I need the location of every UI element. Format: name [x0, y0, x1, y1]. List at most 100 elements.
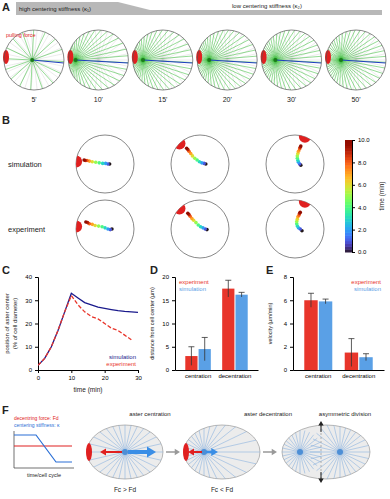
- microtubule: [341, 60, 371, 119]
- time-label: 20': [223, 96, 232, 103]
- microtubule: [275, 60, 341, 65]
- microtubule: [209, 5, 245, 60]
- microtubule: [173, 60, 209, 115]
- microtubule: [76, 60, 81, 126]
- error-bar: [348, 339, 354, 367]
- tick: 2.0: [352, 227, 367, 233]
- axis-line: [39, 371, 139, 374]
- microtubule: [107, 60, 143, 115]
- stage-label: aster centration: [129, 411, 170, 417]
- microtubule: [4, 60, 32, 120]
- microtubule: [94, 60, 143, 104]
- tick-label: decentration: [342, 373, 375, 379]
- microtubule: [76, 60, 106, 119]
- tick-label: 10: [68, 375, 75, 381]
- microtubule: [245, 1, 275, 60]
- aster-ray: [204, 452, 205, 499]
- tick-mark: [138, 370, 139, 373]
- axis-title: time/cell cycle: [27, 472, 61, 478]
- aster-ray: [112, 394, 125, 452]
- stiffness-band: [16, 2, 382, 15]
- tick-label: 6: [284, 298, 288, 304]
- trajectory: [173, 137, 207, 165]
- microtubule: [240, 60, 276, 115]
- axis: 02468: [284, 274, 294, 373]
- microtubule-bg: [89, 60, 98, 89]
- cell-outline: [171, 200, 229, 258]
- tracked-microtubule: [76, 60, 129, 63]
- microtubule: [13, 40, 76, 60]
- microtubule: [276, 60, 341, 74]
- microtubule: [123, 60, 143, 123]
- trajectory-point: [101, 162, 105, 166]
- error-line: [241, 292, 242, 297]
- axis-line: [172, 278, 176, 371]
- cell-content: [65, 392, 185, 499]
- microtubule: [76, 46, 141, 60]
- time-label: 10': [94, 96, 103, 103]
- furrow-arrow: [321, 472, 322, 479]
- microtubule: [233, 60, 276, 110]
- pulling-site: [70, 155, 82, 167]
- microtubule: [209, 30, 268, 60]
- microtubule: [311, 1, 341, 60]
- microtubule: [10, 57, 76, 60]
- microtubule: [76, 30, 135, 60]
- microtubule: [89, 60, 143, 98]
- tracked-microtubule: [275, 60, 321, 63]
- annotation: pulling force: [6, 32, 36, 38]
- microtubule: [143, 60, 165, 122]
- microtubule: [76, 16, 125, 60]
- microtubule: [165, 11, 209, 60]
- aster-ray: [191, 394, 204, 452]
- microtubule-bg: [14, 60, 34, 82]
- microtubule: [209, 60, 231, 122]
- microtubule: [55, 60, 75, 123]
- tick-mark: [172, 300, 175, 301]
- cell-fill: [326, 30, 386, 90]
- aster-ray: [71, 452, 125, 478]
- microtubule: [217, 60, 276, 90]
- microtubule: [238, 6, 276, 60]
- microtubule: [143, 60, 157, 125]
- microtubule: [292, 60, 341, 104]
- snapshot: [143, 0, 275, 126]
- error-bar: [363, 354, 369, 361]
- microtubule-bg: [356, 38, 376, 60]
- tick: 30: [135, 370, 142, 381]
- trajectory-point: [97, 161, 101, 165]
- axis-title: (% of cell diameter): [12, 298, 18, 350]
- microtubule-bg: [163, 60, 183, 82]
- microtubule: [275, 60, 319, 109]
- pulling-site: [86, 443, 92, 461]
- microtubule: [138, 0, 143, 60]
- error-bar: [239, 292, 245, 297]
- tick: 0: [37, 370, 41, 381]
- microtubule: [341, 22, 390, 60]
- microtubule: [291, 17, 341, 60]
- microtubule-bg: [163, 34, 178, 60]
- microtubule: [264, 60, 276, 125]
- axis-title: velocity (µm/min): [267, 302, 273, 344]
- aster-ray: [300, 452, 310, 472]
- tick-label: 15: [162, 298, 169, 304]
- microtubule: [247, 60, 275, 120]
- tick-label: 0.0: [358, 249, 367, 255]
- graph-axes: [14, 431, 74, 468]
- error-cap: [225, 280, 231, 281]
- tick-label: 30: [25, 298, 32, 304]
- microtubule: [341, 60, 390, 96]
- microtubule: [329, 60, 341, 125]
- microtubule: [275, 60, 289, 125]
- cell-outline: [266, 135, 324, 193]
- error-cap: [323, 299, 329, 300]
- aster-ray: [290, 432, 300, 452]
- trajectory-point: [84, 220, 88, 224]
- tick-mark: [105, 370, 106, 373]
- tick-mark: [172, 347, 175, 348]
- trajectory-point: [94, 160, 98, 164]
- microtubule-bg: [25, 60, 34, 89]
- time-label: 50': [351, 96, 360, 103]
- tick-label: 8: [284, 274, 288, 280]
- decentring-arrow-head: [188, 448, 194, 455]
